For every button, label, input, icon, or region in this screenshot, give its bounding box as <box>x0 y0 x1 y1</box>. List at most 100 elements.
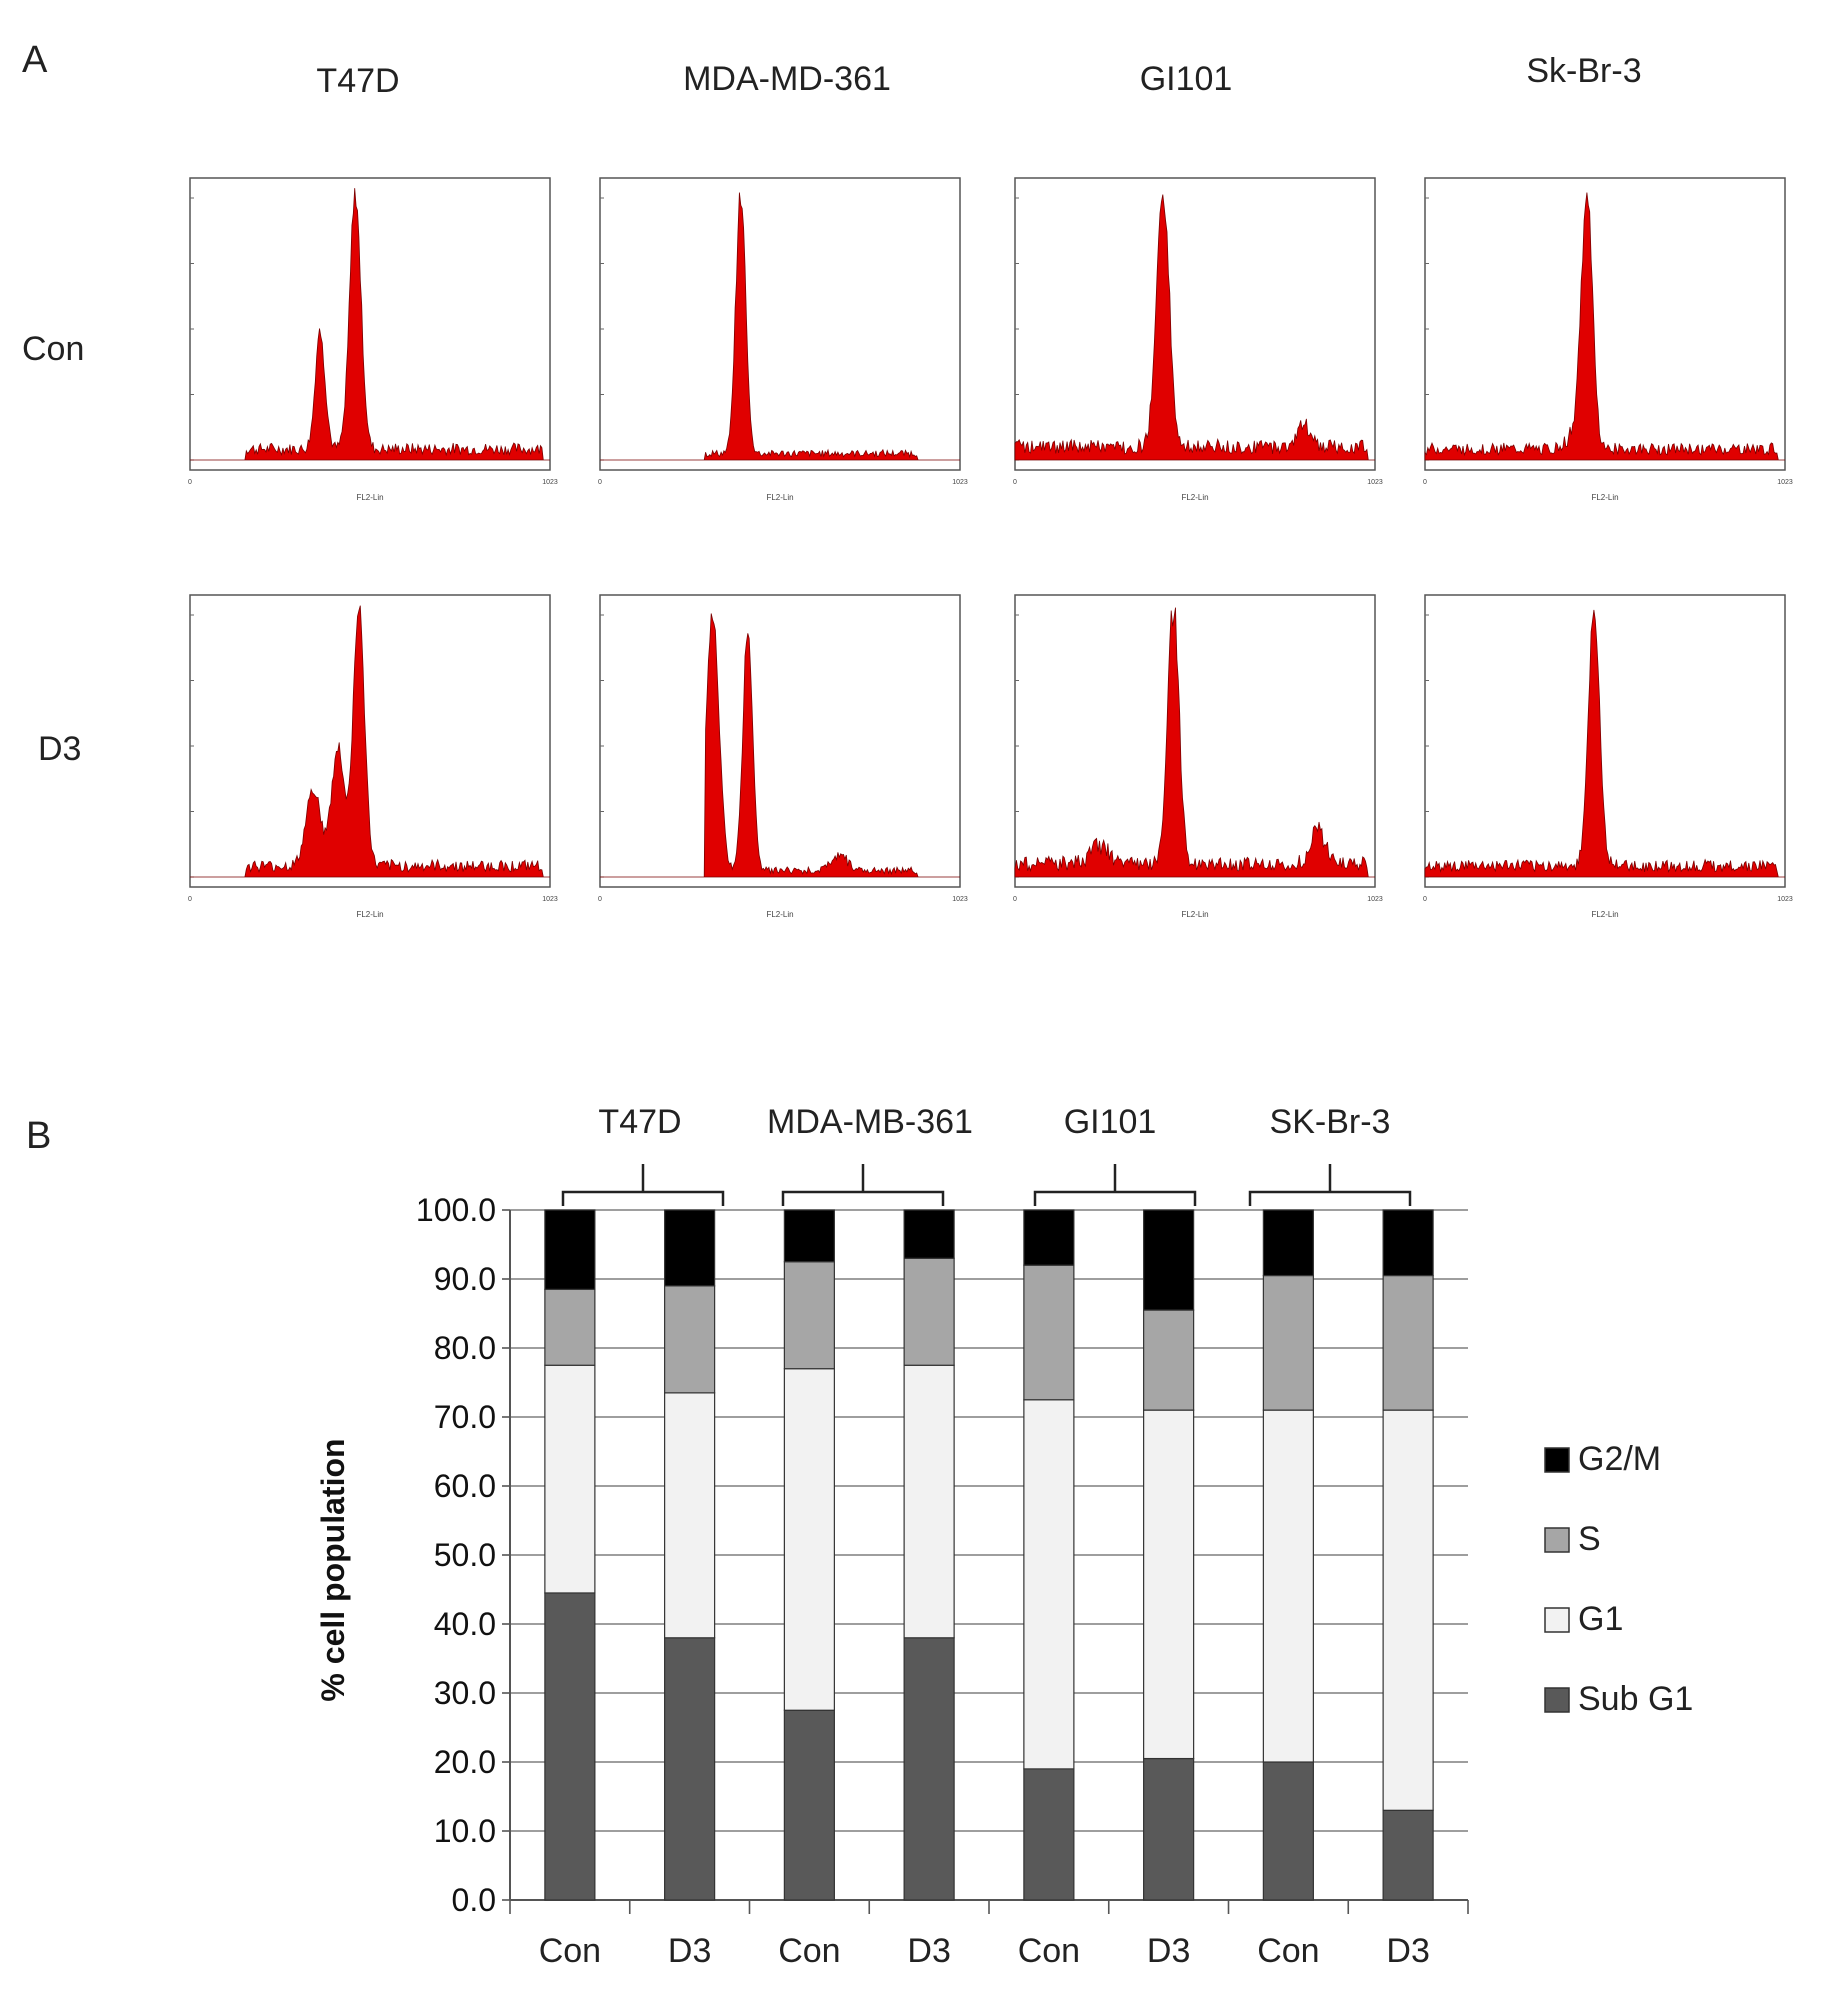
histogram-area <box>600 192 960 461</box>
histogram-frame <box>599 177 961 471</box>
histogram-plot: 0 1023 FL2-Lin <box>598 177 968 502</box>
bar-segment <box>1262 1209 1314 1277</box>
stacked-bar-chart: 0.0 10.0 20.0 30.0 40.0 50.0 60.0 70.0 80.0 90.0 1… <box>416 1192 1469 1970</box>
histogram-x-min: 0 <box>1013 479 1017 486</box>
bar-segment <box>1143 1209 1195 1311</box>
histogram-x-label: FL2-Lin <box>356 910 383 919</box>
group-label: T47D <box>598 1103 681 1141</box>
histogram-area <box>1424 192 1785 461</box>
bar-segment <box>903 1637 955 1901</box>
panel-a-column-title: GI101 <box>1140 60 1233 98</box>
histogram-x-label: FL2-Lin <box>1591 910 1618 919</box>
bar-segment <box>1023 1209 1075 1266</box>
panel-a-row-label: Con <box>22 330 84 368</box>
bar-segment <box>1023 1264 1075 1401</box>
x-tick-label: Con <box>1257 1932 1319 1970</box>
histogram-x-max: 1023 <box>1777 896 1793 903</box>
y-tick-label: 70.0 <box>434 1399 496 1435</box>
x-tick-label: D3 <box>668 1932 711 1970</box>
histogram-frame <box>599 594 961 888</box>
histogram-area <box>1424 609 1785 878</box>
group-bracket <box>1033 1164 1197 1206</box>
histogram-frame <box>1424 177 1786 471</box>
histogram-x-min: 0 <box>598 479 602 486</box>
y-tick-label: 0.0 <box>452 1882 496 1918</box>
legend-swatch <box>1544 1607 1570 1633</box>
bar-segment <box>544 1364 596 1594</box>
group-label: GI101 <box>1064 1103 1157 1141</box>
panel-a-histograms: 0 1023 FL2-Lin 0 1023 FL2-Lin 0 1023 FL2-Lin 0 102… <box>188 177 1793 919</box>
bar-segment <box>1382 1274 1434 1411</box>
histogram-x-label: FL2-Lin <box>766 910 793 919</box>
panel-a-column-title: MDA-MD-361 <box>683 60 891 98</box>
bar-segment <box>783 1261 835 1370</box>
histogram-x-label: FL2-Lin <box>1181 910 1208 919</box>
y-tick-label: 80.0 <box>434 1330 496 1366</box>
y-tick-label: 10.0 <box>434 1813 496 1849</box>
bar-segment <box>1382 1809 1434 1901</box>
legend-swatch <box>1544 1687 1570 1713</box>
histogram-x-label: FL2-Lin <box>1181 493 1208 502</box>
bar-segment <box>664 1637 716 1901</box>
panel-a-column-title: T47D <box>316 62 399 100</box>
histogram-x-min: 0 <box>1423 896 1427 903</box>
histogram-plot: 0 1023 FL2-Lin <box>1423 177 1793 502</box>
histogram-x-max: 1023 <box>1777 479 1793 486</box>
bar-segment <box>783 1209 835 1263</box>
bar-segment <box>1143 1757 1195 1901</box>
bar-segment <box>664 1209 716 1287</box>
histogram-plot: 0 1023 FL2-Lin <box>188 594 558 919</box>
group-label: SK-Br-3 <box>1270 1103 1391 1141</box>
bar-segment <box>1262 1761 1314 1901</box>
bar-segment <box>1382 1409 1434 1811</box>
y-tick-label: 90.0 <box>434 1261 496 1297</box>
group-bracket <box>781 1164 945 1206</box>
histogram-x-min: 0 <box>188 479 192 486</box>
histogram-plot: 0 1023 FL2-Lin <box>598 594 968 919</box>
group-bracket <box>1248 1164 1412 1206</box>
histogram-x-max: 1023 <box>1367 479 1383 486</box>
histogram-x-label: FL2-Lin <box>356 493 383 502</box>
histogram-area <box>600 613 960 878</box>
histogram-x-max: 1023 <box>1367 896 1383 903</box>
bar-segment <box>1382 1209 1434 1277</box>
histogram-x-min: 0 <box>1423 479 1427 486</box>
histogram-frame <box>189 177 551 471</box>
x-tick-label: Con <box>778 1932 840 1970</box>
bar-segment <box>903 1209 955 1259</box>
histogram-x-label: FL2-Lin <box>766 493 793 502</box>
x-tick-label: Con <box>539 1932 601 1970</box>
bar-segment <box>664 1285 716 1394</box>
panel-a-column-title: Sk-Br-3 <box>1526 52 1641 90</box>
y-tick-label: 20.0 <box>434 1744 496 1780</box>
legend-swatch <box>1544 1527 1570 1553</box>
panel-a-letter: A <box>22 39 48 81</box>
histogram-area <box>190 188 550 461</box>
bar-segment <box>903 1257 955 1366</box>
group-bracket <box>561 1164 725 1206</box>
y-axis-label: % cell population <box>315 1438 351 1701</box>
histogram-plot: 0 1023 FL2-Lin <box>1423 594 1793 919</box>
panel-a-row-label: D3 <box>38 730 81 768</box>
histogram-x-min: 0 <box>1013 896 1017 903</box>
bar-segment <box>664 1392 716 1639</box>
bar-segment <box>1143 1409 1195 1760</box>
bar-segment <box>1262 1274 1314 1411</box>
legend: G2/M S G1 Sub G1 <box>1544 1440 1693 1718</box>
histogram-x-max: 1023 <box>542 479 558 486</box>
bar-segment <box>1262 1409 1314 1763</box>
y-tick-label: 60.0 <box>434 1468 496 1504</box>
histogram-area <box>190 605 550 878</box>
y-tick-label: 30.0 <box>434 1675 496 1711</box>
histogram-x-label: FL2-Lin <box>1591 493 1618 502</box>
x-tick-label: D3 <box>1386 1932 1429 1970</box>
bar-segment <box>783 1709 835 1901</box>
histogram-x-max: 1023 <box>952 896 968 903</box>
x-tick-label: D3 <box>1147 1932 1190 1970</box>
y-tick-label: 50.0 <box>434 1537 496 1573</box>
histogram-plot: 0 1023 FL2-Lin <box>1013 594 1383 919</box>
bar-segment <box>544 1209 596 1290</box>
panel-b-letter: B <box>26 1115 51 1157</box>
legend-swatch <box>1544 1447 1570 1473</box>
